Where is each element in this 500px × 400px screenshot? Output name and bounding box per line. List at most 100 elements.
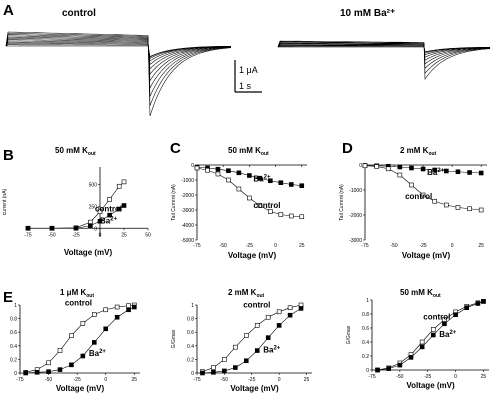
- x-tick-label: -75: [24, 232, 31, 238]
- data-point-filled: [278, 180, 284, 185]
- data-point-filled: [254, 348, 260, 353]
- barium-trace: [277, 42, 491, 61]
- x-tick-label: 50: [145, 232, 151, 238]
- control-trace: [5, 34, 232, 97]
- data-point-filled: [420, 166, 426, 172]
- data-point-open: [243, 333, 249, 338]
- y-tick-label: 250: [89, 204, 98, 210]
- data-point-open: [430, 327, 436, 332]
- data-point-open: [420, 192, 426, 198]
- data-point-filled: [49, 225, 55, 231]
- data-point-filled: [419, 344, 425, 350]
- data-point-filled: [131, 304, 137, 310]
- y-tick-label: 0: [359, 163, 362, 169]
- data-point-filled: [236, 170, 242, 176]
- data-point-open: [69, 333, 74, 338]
- data-point-filled: [298, 306, 304, 311]
- panel-letter-a: A: [3, 2, 14, 19]
- y-tick-label: 0.8: [187, 317, 194, 323]
- y-tick-label: 0: [14, 371, 17, 377]
- data-point-filled: [34, 370, 40, 375]
- data-point-open: [114, 304, 120, 310]
- y-tick-label: 1: [14, 303, 17, 309]
- series-label: Ba2+: [427, 168, 445, 177]
- chart-c-tail-current: 50 mM Kout -75 -50 -25 0 25 0 -1000 -2000 -3000 -4…: [171, 146, 307, 260]
- chart-title: 2 mM Kout: [228, 288, 265, 299]
- control-trace: [5, 33, 232, 106]
- control-trace: [5, 41, 231, 62]
- data-point-filled: [226, 168, 231, 173]
- x-tick-label: 25: [299, 243, 305, 249]
- data-point-open: [222, 357, 227, 362]
- data-point-filled: [88, 223, 93, 228]
- data-point-filled: [247, 173, 252, 178]
- barium-trace: [277, 42, 491, 65]
- x-tick-label: 0: [454, 374, 457, 380]
- data-point-filled: [57, 367, 63, 372]
- x-tick-label: 0: [274, 243, 277, 249]
- x-axis-label: Voltage (mV): [402, 251, 451, 260]
- y-tick-label: 0.6: [187, 330, 194, 336]
- control-trace: [5, 36, 232, 82]
- data-point-filled: [397, 362, 403, 368]
- data-point-open: [103, 307, 109, 313]
- data-point-filled: [107, 212, 112, 218]
- data-point-filled: [103, 326, 109, 332]
- data-point-filled: [46, 369, 51, 374]
- data-point-filled: [299, 183, 305, 188]
- x-tick-label: -75: [368, 374, 375, 380]
- data-point-open: [80, 321, 86, 326]
- y-tick-label: 0: [366, 368, 369, 374]
- data-point-filled: [73, 225, 79, 231]
- data-point-open: [247, 195, 252, 201]
- data-point-open: [374, 164, 379, 169]
- control-trace: [5, 38, 232, 75]
- data-point-filled: [121, 203, 127, 208]
- x-axis-label: Voltage (mV): [228, 251, 277, 260]
- series-label: Ba2+: [253, 175, 271, 184]
- data-point-filled: [375, 367, 380, 373]
- chart-d-tail-current: 2 mM Kout -75 -50 -25 0 25 0 -1000 -2000 -3000 Vol…: [339, 146, 487, 260]
- data-point-filled: [268, 178, 273, 184]
- trace-label-barium: 10 mM Ba²⁺: [340, 8, 395, 19]
- data-point-filled: [386, 366, 392, 371]
- y-tick-label: 1: [366, 298, 369, 304]
- x-tick-label: -50: [45, 377, 52, 383]
- data-point-filled: [430, 332, 436, 338]
- data-point-open: [126, 303, 131, 308]
- y-tick-label: 0.4: [362, 340, 369, 346]
- y-tick-label: -4000: [181, 223, 194, 229]
- data-point-filled: [276, 323, 282, 328]
- x-tick-label: 25: [304, 377, 310, 383]
- data-point-open: [362, 163, 368, 169]
- data-point-open: [397, 172, 403, 178]
- data-point-filled: [91, 340, 97, 345]
- data-point-filled: [211, 370, 216, 375]
- data-point-open: [299, 214, 305, 220]
- data-point-open: [409, 182, 414, 188]
- data-point-filled: [455, 169, 461, 175]
- data-point-open: [254, 323, 260, 328]
- series-label: control: [243, 300, 270, 309]
- y-tick-label: -1000: [349, 188, 362, 194]
- data-point-filled: [243, 358, 249, 364]
- barium-trace: [277, 44, 490, 56]
- data-point-open: [455, 205, 461, 210]
- trace-label-control: control: [62, 8, 96, 19]
- series-label: Ba2+: [439, 330, 457, 339]
- x-tick-label: 0: [104, 377, 107, 383]
- chart-title: 50 mM Kout: [228, 146, 269, 157]
- x-tick-label: -50: [390, 243, 397, 249]
- data-point-filled: [444, 168, 449, 174]
- data-point-open: [288, 213, 294, 219]
- data-point-filled: [215, 166, 221, 172]
- chart-e1-conductance: 1 μM Kout -75 -50 -25 0 25 0 0.2 0.4 0.6 0.8 1 Volta…: [10, 288, 140, 393]
- data-point-open: [121, 179, 127, 185]
- series-label: control: [65, 298, 92, 307]
- data-point-open: [444, 202, 449, 208]
- x-tick-label: -75: [16, 377, 23, 383]
- barium-trace: [277, 42, 491, 69]
- panel-letter-b: B: [3, 147, 14, 164]
- data-point-open: [276, 309, 282, 315]
